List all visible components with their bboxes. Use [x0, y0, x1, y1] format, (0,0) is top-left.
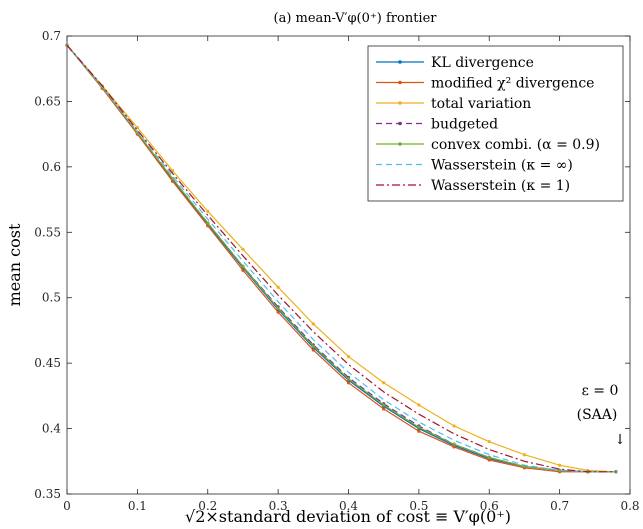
legend-label-6: Wasserstein (κ = 1): [431, 178, 570, 194]
x-tick-label: 0.8: [620, 499, 639, 513]
y-tick-label: 0.45: [34, 356, 61, 370]
series-point-4: [346, 377, 351, 381]
x-tick-label: 0.5: [409, 499, 428, 513]
series-line-5: [66, 44, 616, 473]
saa-label: (SAA): [577, 407, 618, 423]
down-arrow-icon: ↓: [614, 432, 626, 448]
x-tick-label: 0: [63, 499, 71, 513]
y-tick-label: 0.6: [42, 160, 61, 174]
y-tick-label: 0.7: [42, 29, 61, 43]
legend-marker-2: [398, 101, 402, 105]
legend-label-0: KL divergence: [431, 55, 534, 71]
series-point-1: [241, 268, 245, 272]
legend-marker-3: [398, 121, 402, 126]
legend-label-2: total variation: [431, 96, 531, 112]
series-point-1: [417, 429, 421, 433]
x-tick-label: 0.3: [269, 499, 288, 513]
legend-label-4: convex combi. (α = 0.9): [431, 137, 600, 153]
x-axis-label: √2×standard deviation of cost ≡ V′φ(0⁺): [185, 507, 511, 526]
tick-layer: 0 0.1 0.2 0.3 0.4 0.5 0.6 0.7 0.8 0.35 0.4 0.45 0.5 0…: [34, 29, 639, 513]
y-tick-label: 0.35: [34, 487, 61, 501]
series-layer: [65, 43, 618, 474]
series-point-1: [276, 310, 280, 314]
series-point-2: [452, 424, 456, 428]
legend-marker-4: [398, 142, 402, 146]
series-point-4: [311, 344, 315, 348]
y-tick-label: 0.4: [42, 422, 61, 436]
x-tick-label: 0.2: [198, 499, 217, 513]
y-tick-label: 0.65: [34, 94, 61, 108]
chart-title: (a) mean-V′φ(0⁺) frontier: [274, 11, 438, 26]
series-point-1: [382, 407, 386, 411]
series-point-4: [558, 468, 562, 473]
series-point-4: [417, 425, 421, 429]
legend-marker-1: [398, 80, 402, 85]
legend-marker-0: [398, 60, 402, 64]
legend-label-1: modified χ² divergence: [431, 76, 594, 92]
series-point-1: [487, 458, 491, 462]
series-point-1: [311, 348, 315, 352]
x-tick-label: 0.4: [339, 499, 358, 513]
series-point-4: [206, 221, 210, 225]
legend-label-5: Wasserstein (κ = ∞): [431, 158, 573, 174]
series-point-2: [558, 463, 562, 467]
y-tick-label: 0.5: [42, 291, 61, 305]
series-point-4: [382, 403, 386, 407]
y-tick-label: 0.55: [34, 225, 61, 239]
series-point-2: [206, 209, 210, 213]
series-point-2: [417, 403, 421, 407]
series-point-2: [522, 453, 527, 457]
series-point-2: [382, 381, 386, 385]
series-point-4: [614, 470, 618, 474]
series-point-4: [452, 442, 456, 446]
series-point-1: [346, 381, 351, 385]
x-tick-label: 0.7: [550, 499, 569, 513]
epsilon-zero-label: ε = 0: [582, 383, 619, 399]
series-point-1: [452, 445, 456, 449]
series-point-4: [241, 264, 245, 268]
series-point-4: [276, 306, 280, 310]
saa-annotation: ε = 0 (SAA) ↓: [577, 383, 626, 448]
x-tick-label: 0.6: [480, 499, 499, 513]
series-point-2: [311, 322, 315, 326]
series-line-6: [66, 44, 616, 473]
x-tick-label: 0.1: [128, 499, 147, 513]
legend-label-3: budgeted: [431, 117, 498, 133]
legend: KL divergence modified χ² divergence total…: [367, 45, 624, 202]
series-point-2: [276, 285, 280, 289]
series-point-2: [487, 440, 491, 444]
series-point-4: [170, 177, 175, 181]
series-point-2: [346, 355, 351, 359]
series-point-2: [241, 247, 245, 251]
y-axis-label: mean cost: [5, 223, 24, 306]
series-point-4: [487, 455, 491, 459]
